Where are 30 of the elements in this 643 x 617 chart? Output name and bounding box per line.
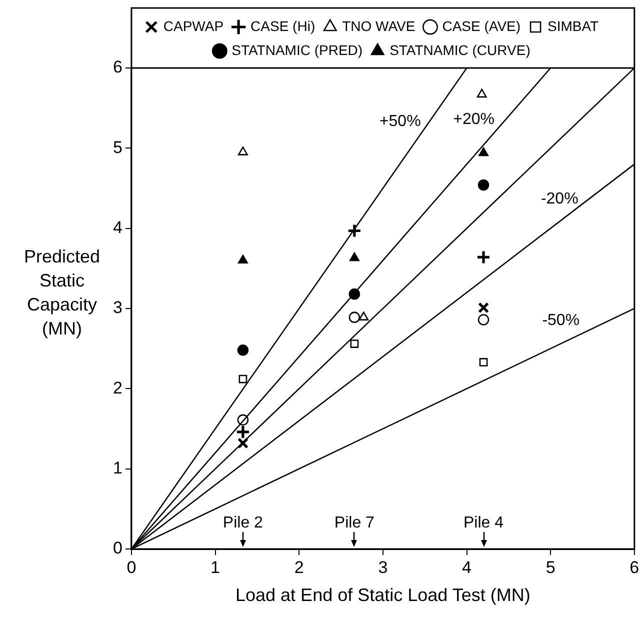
series-label: +20% <box>453 110 494 128</box>
annotation: Pile 2 <box>222 514 264 532</box>
y-axis-title: Predicted Static Capacity (MN) <box>24 246 100 338</box>
y-tick-label: 2 <box>112 378 122 398</box>
series-label: -20% <box>540 190 578 208</box>
x-tick-label: 6 <box>630 558 640 577</box>
x-axis-title: Load at End of Static Load Test (MN) <box>236 585 530 606</box>
legend-label: CAPWAP <box>163 18 224 34</box>
legend-label: CASE (AVE) <box>442 18 521 34</box>
legend-label: STATNAMIC (PRED) <box>232 42 363 58</box>
x-tick-label: 3 <box>378 558 388 577</box>
annotation: Pile 7 <box>334 514 375 532</box>
y-tick-label: 4 <box>112 218 122 238</box>
y-tick-label: 3 <box>112 298 122 318</box>
y-tick-label: 0 <box>112 538 122 558</box>
y-tick-label: 5 <box>112 138 122 157</box>
x-tick-label: 2 <box>294 558 304 577</box>
x-tick-label: 5 <box>546 558 556 577</box>
legend-label: TNO WAVE <box>342 18 416 34</box>
y-tick-label: 6 <box>112 58 122 77</box>
y-tick-label: 1 <box>112 458 122 478</box>
series-label: +50% <box>379 113 421 130</box>
legend-label: STATNAMIC (CURVE) <box>390 42 530 58</box>
series-label: -50% <box>542 312 580 329</box>
x-tick-label: 0 <box>126 558 136 577</box>
annotation: Pile 4 <box>464 514 504 532</box>
legend-label: CASE (Hi) <box>250 18 316 34</box>
x-tick-label: 4 <box>462 558 472 577</box>
legend-label: SIMBAT <box>548 18 600 34</box>
x-tick-label: 1 <box>210 558 220 577</box>
